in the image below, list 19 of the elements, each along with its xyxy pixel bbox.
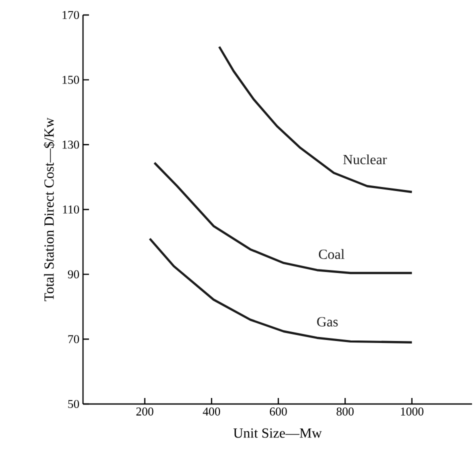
y-tick-label: 50 [68,400,80,408]
y-tick-label: 90 [68,270,80,278]
line-series [148,238,413,344]
x-axis-title: Unit Size—Mw [233,428,322,438]
x-tick-label: 600 [270,408,287,416]
y-tick-label: 70 [68,335,80,344]
line-series [218,46,413,194]
y-tick-label: 170 [62,10,80,20]
y-tick-label: 150 [62,76,80,84]
y-tick-label: 110 [63,205,80,214]
series-label: Nuclear [343,154,387,164]
x-tick-label: 200 [136,408,154,416]
y-tick-label: 130 [62,140,80,149]
y-axis-title: Total Station Direct Cost—$/Kw [44,118,55,302]
series-label: Gas [317,317,338,326]
x-tick-label: 400 [202,408,220,416]
x-tick-label: 800 [336,408,354,416]
series-label: Coal [318,249,344,260]
x-tick-label: 1000 [400,408,424,416]
